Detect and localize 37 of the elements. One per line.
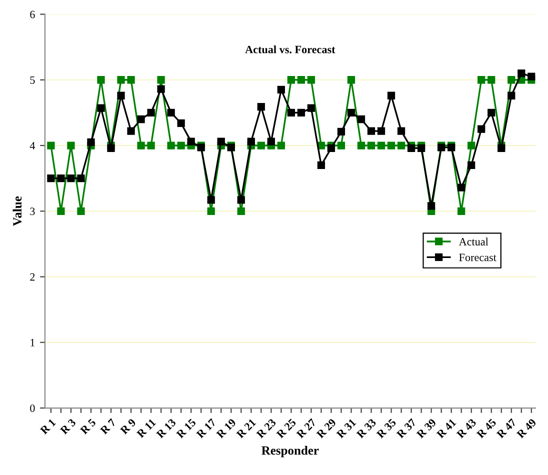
x-tick-label: R 33 — [356, 418, 376, 439]
y-tick-label: 0 — [30, 404, 35, 412]
x-tick-label: R 39 — [416, 418, 437, 439]
x-tick-label: R 47 — [496, 418, 517, 439]
x-tick-label: R 23 — [256, 418, 276, 439]
x-tick-label: R 21 — [236, 418, 256, 439]
x-tick-label: R 1 — [40, 418, 56, 435]
x-tick-label: R 45 — [476, 418, 497, 439]
legend-label: Forecast — [459, 254, 496, 262]
x-axis-title: Responder — [262, 446, 319, 458]
y-tick-label: 2 — [30, 273, 35, 281]
x-tick-label: R 5 — [80, 418, 96, 435]
y-tick-label: 4 — [30, 142, 36, 150]
y-axis-title: Value — [12, 196, 22, 226]
x-tick-label: R 25 — [276, 418, 296, 439]
x-tick-label: R 19 — [216, 418, 236, 439]
y-tick-label: 3 — [30, 208, 35, 216]
x-tick-label: R 49 — [516, 418, 537, 439]
y-tick-label: 5 — [30, 76, 35, 84]
x-tick-label: R 13 — [156, 418, 176, 439]
x-tick-label: R 17 — [196, 418, 216, 439]
legend-label: Actual — [458, 238, 488, 246]
text: Actual vs. Forecast — [245, 45, 336, 54]
x-tick-label: R 29 — [316, 418, 336, 439]
x-tick-label: R 35 — [376, 418, 397, 439]
x-tick-label: R 3 — [60, 418, 76, 435]
y-tick-label: 1 — [30, 338, 35, 346]
x-tick-label: R 37 — [396, 418, 417, 439]
x-tick-label: R 11 — [136, 418, 156, 438]
x-tick-label: R 27 — [296, 418, 316, 439]
x-tick-label: R 15 — [176, 418, 196, 439]
x-tick-label: R 41 — [436, 418, 456, 439]
x-tick-label: R 43 — [456, 418, 477, 439]
x-tick-label: R 7 — [100, 418, 116, 435]
x-tick-label: R 9 — [120, 418, 136, 435]
x-tick-label: R 31 — [336, 418, 356, 439]
y-tick-label: 6 — [30, 10, 35, 18]
